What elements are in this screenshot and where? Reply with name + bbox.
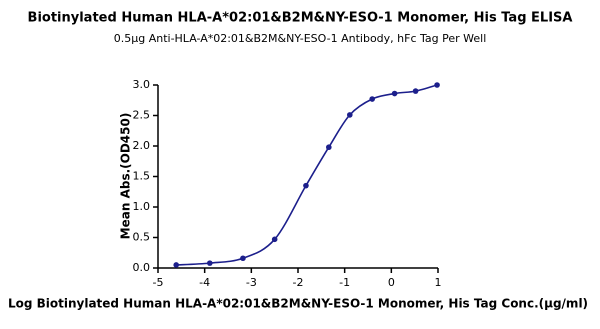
x-tick-label: -1 xyxy=(339,276,350,289)
x-tick-label: -4 xyxy=(199,276,210,289)
x-tick-label: -5 xyxy=(153,276,164,289)
x-tick-label: 1 xyxy=(435,276,442,289)
data-point xyxy=(391,90,398,97)
y-tick-label: 2.5 xyxy=(133,109,151,122)
x-axis-label: Log Biotinylated Human HLA-A*02:01&B2M&N… xyxy=(8,297,588,311)
chart-title: Biotinylated Human HLA-A*02:01&B2M&NY-ES… xyxy=(28,11,573,26)
data-point xyxy=(369,96,376,102)
data-point xyxy=(303,182,309,189)
y-tick-label: 3.0 xyxy=(133,78,151,91)
x-tick-label: 0 xyxy=(388,276,395,289)
data-point xyxy=(173,262,179,268)
x-tick-label: -2 xyxy=(293,276,304,289)
y-tick-label: 1.5 xyxy=(133,170,151,183)
fit-curve xyxy=(176,84,438,266)
x-tick-label: -3 xyxy=(246,276,257,289)
y-tick-label: 1.0 xyxy=(133,200,151,213)
data-point xyxy=(240,255,246,262)
data-point xyxy=(271,236,278,243)
data-point xyxy=(347,112,353,118)
data-point xyxy=(434,82,440,88)
y-tick-label: 2.0 xyxy=(133,139,151,152)
data-point xyxy=(412,88,419,94)
data-point xyxy=(207,260,213,266)
chart-subtitle: 0.5μg Anti-HLA-A*02:01&B2M&NY-ESO-1 Anti… xyxy=(114,32,487,45)
y-tick-label: 0.5 xyxy=(133,231,151,244)
y-axis-label: Mean Abs.(OD450) xyxy=(119,113,133,240)
data-point xyxy=(326,144,332,151)
y-tick-label: 0.0 xyxy=(133,261,151,274)
